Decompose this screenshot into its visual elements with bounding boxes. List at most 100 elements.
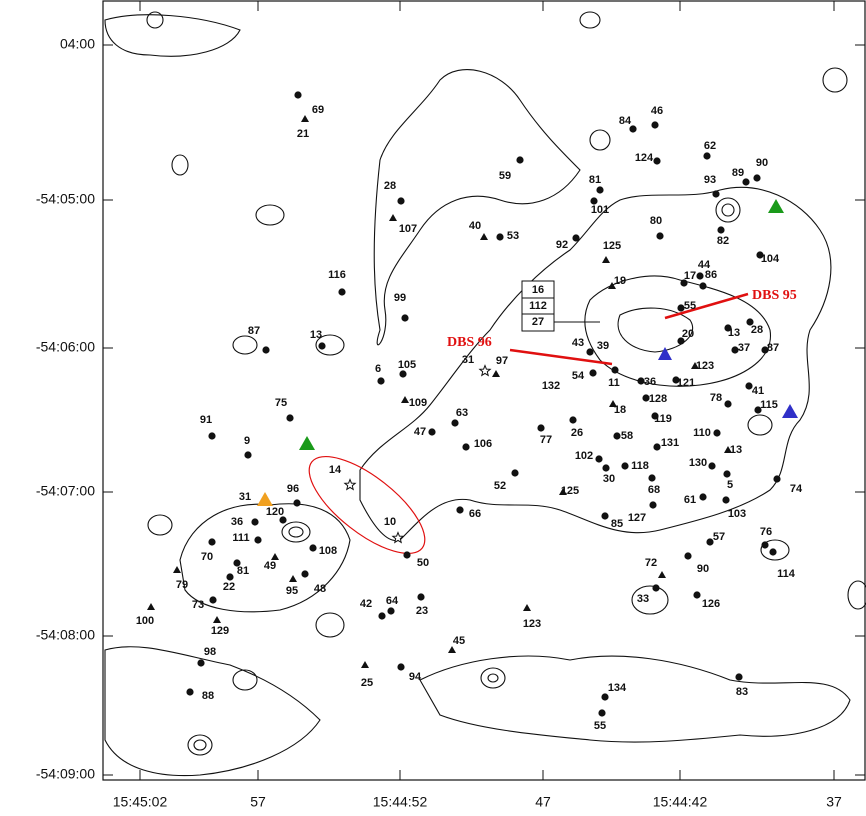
source-dot xyxy=(401,314,408,321)
source-dot xyxy=(735,673,742,680)
source-label: 102 xyxy=(575,450,593,462)
source-dot xyxy=(601,512,608,519)
source-dot xyxy=(572,234,579,241)
source-dot xyxy=(723,470,730,477)
source-label: 127 xyxy=(628,512,646,524)
source-dot xyxy=(595,455,602,462)
source-label: 69 xyxy=(312,104,324,116)
source-dot xyxy=(653,157,660,164)
source-label: 119 xyxy=(654,413,672,425)
source-label: 9 xyxy=(244,435,250,447)
source-dot xyxy=(456,506,463,513)
source-label: 26 xyxy=(571,427,583,439)
source-label: 115 xyxy=(760,399,778,411)
source-label: 73 xyxy=(192,599,204,611)
source-dot xyxy=(684,552,691,559)
source-dot xyxy=(761,541,768,548)
source-dot xyxy=(428,428,435,435)
source-label: 19 xyxy=(614,275,626,287)
source-label: 118 xyxy=(631,460,649,472)
source-dot xyxy=(208,538,215,545)
source-label: 90 xyxy=(756,157,768,169)
source-label: 88 xyxy=(202,690,214,702)
source-dot xyxy=(722,496,729,503)
source-label: 114 xyxy=(777,568,796,580)
source-label: 72 xyxy=(645,557,657,569)
source-label: 123 xyxy=(523,618,541,630)
source-label: 134 xyxy=(608,682,627,694)
source-label: 61 xyxy=(684,494,696,506)
source-label: 128 xyxy=(649,393,667,405)
source-label: 59 xyxy=(499,170,511,182)
annotation: DBS 95 xyxy=(752,288,797,303)
source-dot xyxy=(226,573,233,580)
source-label: 31 xyxy=(462,354,474,366)
source-label: 14 xyxy=(329,464,342,476)
source-label: 46 xyxy=(651,105,663,117)
source-dot xyxy=(254,536,261,543)
source-label: 37 xyxy=(738,342,750,354)
source-label: 62 xyxy=(704,140,716,152)
source-label: 87 xyxy=(767,342,779,354)
source-label: 31 xyxy=(239,491,251,503)
source-label: 39 xyxy=(597,340,609,352)
source-dot xyxy=(613,432,620,439)
source-label: 80 xyxy=(650,215,662,227)
source-dot xyxy=(208,432,215,439)
source-label: 130 xyxy=(689,457,707,469)
source-label: 75 xyxy=(275,397,287,409)
source-dot xyxy=(318,342,325,349)
source-label: 131 xyxy=(661,437,679,449)
source-label: 28 xyxy=(751,324,763,336)
source-dot xyxy=(653,443,660,450)
source-dot xyxy=(301,570,308,577)
source-label: 106 xyxy=(474,438,492,450)
source-label: 126 xyxy=(702,598,720,610)
source-label: 13 xyxy=(730,444,742,456)
source-dot xyxy=(451,419,458,426)
source-label: 84 xyxy=(619,115,632,127)
source-dot xyxy=(651,121,658,128)
x-tick-label: 15:45:02 xyxy=(113,794,168,810)
source-label: 66 xyxy=(469,508,481,520)
source-label: 40 xyxy=(469,220,481,232)
source-label: 13 xyxy=(728,327,740,339)
source-label: 54 xyxy=(572,370,585,382)
box-label: 16 xyxy=(532,284,544,296)
source-dot xyxy=(621,462,628,469)
source-dot xyxy=(516,156,523,163)
source-dot xyxy=(703,152,710,159)
y-tick-label: -54:06:00 xyxy=(36,339,95,355)
source-label: 90 xyxy=(697,563,709,575)
source-label: 48 xyxy=(314,583,326,595)
finding-chart: DBS 95 DBS 96 16 112 27 6921468462124599… xyxy=(0,0,866,816)
source-label: 76 xyxy=(760,526,772,538)
source-label: 28 xyxy=(384,180,396,192)
source-label: 53 xyxy=(507,230,519,242)
source-label: 36 xyxy=(231,516,243,528)
source-dot xyxy=(209,596,216,603)
source-dot xyxy=(511,469,518,476)
source-label: 42 xyxy=(360,598,372,610)
source-label: 107 xyxy=(399,223,417,235)
source-dot xyxy=(708,462,715,469)
source-label: 41 xyxy=(752,385,764,397)
source-dot xyxy=(696,272,703,279)
source-label: 10 xyxy=(384,516,396,528)
source-label: 101 xyxy=(591,204,609,216)
source-label: 100 xyxy=(136,615,154,627)
source-label: 121 xyxy=(677,377,695,389)
source-dot xyxy=(596,186,603,193)
source-label: 5 xyxy=(727,479,733,491)
source-dot xyxy=(717,226,724,233)
y-tick-label: 04:00 xyxy=(60,36,95,52)
source-label: 81 xyxy=(237,565,249,577)
source-dot xyxy=(186,688,193,695)
source-dot xyxy=(569,416,576,423)
source-label: 104 xyxy=(761,253,780,265)
source-label: 95 xyxy=(286,585,298,597)
source-dot xyxy=(753,174,760,181)
source-dot xyxy=(462,443,469,450)
source-label: 49 xyxy=(264,560,276,572)
source-label: 125 xyxy=(561,485,579,497)
